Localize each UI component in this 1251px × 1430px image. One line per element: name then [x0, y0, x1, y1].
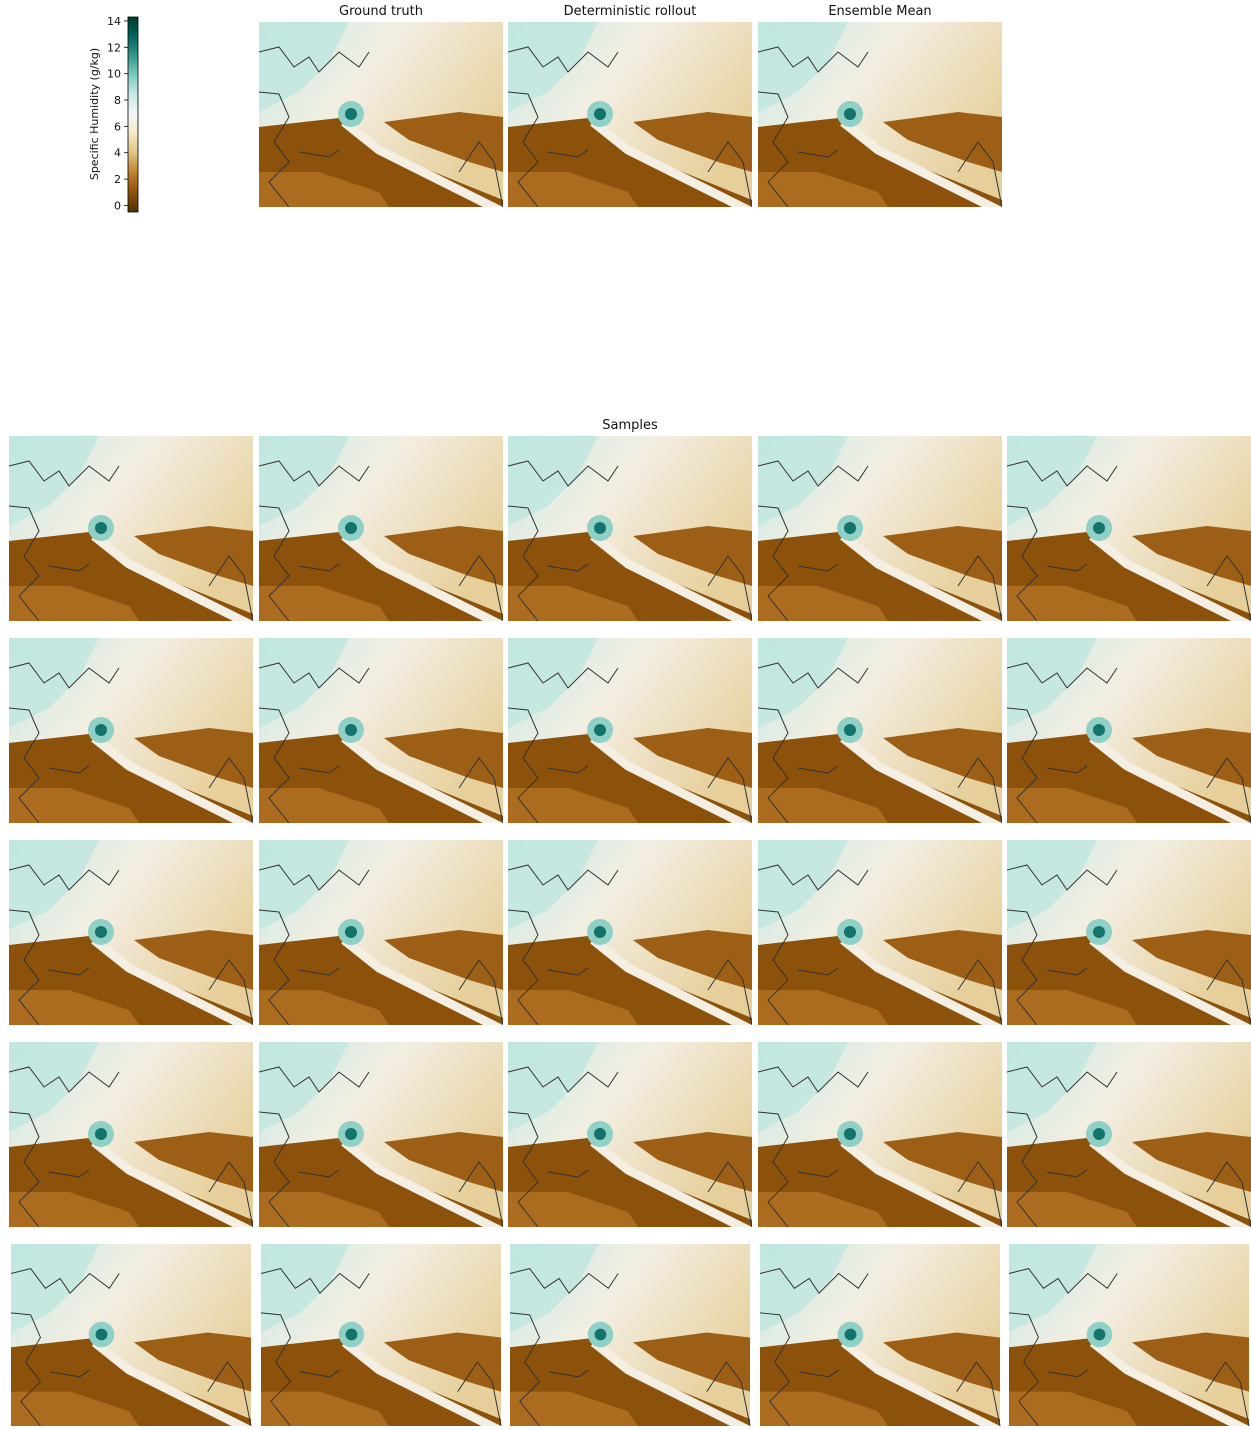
map-panel: [508, 1042, 752, 1232]
map-panel: [508, 22, 752, 212]
map-panel: [259, 22, 503, 212]
panel-title: Ensemble Mean: [828, 4, 931, 19]
map-panel: [508, 436, 752, 626]
map-panel: [259, 1042, 503, 1232]
map-panel: [758, 1042, 1002, 1232]
samples-title: Samples: [602, 418, 658, 433]
colorbar-tick-label: 6: [114, 120, 121, 133]
map-panel: [9, 436, 253, 626]
map-panel: [758, 638, 1002, 828]
map-panel: [261, 1244, 501, 1426]
map-panel: [9, 1042, 253, 1232]
colorbar-tick-label: 12: [107, 41, 121, 54]
map-panel: [1007, 436, 1251, 626]
map-panel: [760, 1244, 1000, 1426]
colorbar-tick-label: 2: [114, 173, 121, 186]
map-panel: [758, 22, 1002, 212]
map-panel: [11, 1244, 251, 1426]
colorbar-tick-label: 0: [114, 199, 121, 212]
map-panel: [508, 638, 752, 828]
panel-title: Deterministic rollout: [564, 4, 697, 19]
colorbar-tick-label: 14: [107, 15, 121, 28]
colorbar-tick-label: 8: [114, 94, 121, 107]
map-panel: [1007, 840, 1251, 1030]
map-panel: [9, 840, 253, 1030]
map-panel: [758, 436, 1002, 626]
map-panel: [758, 840, 1002, 1030]
figure: Specific Humidity (g/kg) Samples 0 2 4 6 8 10…: [0, 0, 1251, 1426]
colorbar: [128, 17, 138, 212]
colorbar-tick-label: 4: [114, 147, 121, 160]
map-panel: [1009, 1244, 1249, 1426]
map-panel: [1007, 1042, 1251, 1232]
map-panel: [1007, 638, 1251, 828]
map-panel: [259, 840, 503, 1030]
map-panel: [259, 436, 503, 626]
colorbar-label: Specific Humidity (g/kg): [88, 48, 101, 180]
panel-title: Ground truth: [339, 4, 423, 19]
colorbar-tick-label: 10: [107, 68, 121, 81]
map-panel: [508, 840, 752, 1030]
map-panel: [510, 1244, 750, 1426]
map-panel: [9, 638, 253, 828]
map-panel: [259, 638, 503, 828]
